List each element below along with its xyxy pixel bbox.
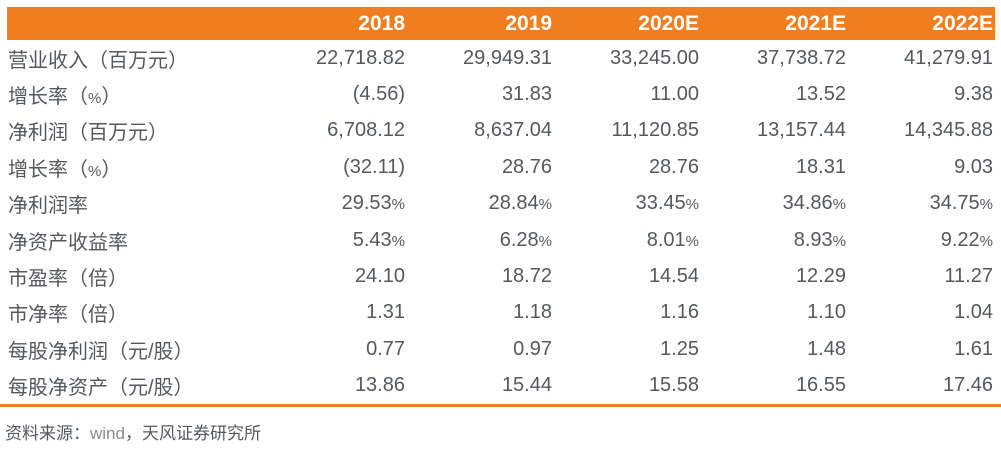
row-label: 增长率（%）: [8, 158, 122, 181]
table-cell: 5.43%: [352, 228, 405, 251]
table-row-net-margin: 净利润率 29.53% 28.84% 33.45% 34.86% 34.75%: [7, 186, 995, 222]
table-cell: 1.04: [954, 301, 993, 324]
table-cell: 0.97: [513, 337, 552, 360]
header-col-2019: 2019: [407, 7, 554, 40]
table-cell: 6,708.12: [327, 119, 405, 142]
table-cell: 37,738.72: [757, 46, 846, 69]
table-cell: 28.76: [648, 155, 699, 178]
table-cell: 8.93%: [793, 228, 846, 251]
table-cell: 24.10: [354, 265, 405, 288]
header-col-2018: 2018: [260, 7, 407, 40]
row-label: 市盈率（倍）: [8, 268, 128, 291]
row-label: 净资产收益率: [8, 231, 128, 254]
table-cell: 13.86: [354, 374, 405, 397]
table-cell: 18.31: [795, 155, 846, 178]
table-cell: 33,245.00: [610, 46, 699, 69]
table-header-row: 2018 2019 2020E 2021E 2022E: [7, 7, 995, 40]
table-cell: 1.16: [660, 301, 699, 324]
table-cell: 9.38: [954, 83, 993, 106]
table-cell: 34.75%: [929, 192, 993, 215]
table-cell: 33.45%: [635, 192, 699, 215]
table-row-profit-growth: 增长率（%） (32.11) 28.76 28.76 18.31 9.03: [7, 149, 995, 185]
header-empty-cell: [7, 7, 260, 40]
table-cell: 1.25: [660, 337, 699, 360]
source-institute: ，天风证券研究所: [124, 423, 261, 443]
table-cell: 0.77: [366, 337, 405, 360]
table-cell: 9.22%: [940, 228, 993, 251]
table-cell: 34.86%: [782, 192, 846, 215]
source-note: 资料来源：wind，天风证券研究所: [5, 423, 1001, 444]
table-bottom-rule: [0, 403, 1001, 407]
source-wind: wind: [90, 423, 125, 443]
table-cell: 29.53%: [341, 192, 405, 215]
table-cell: 41,279.91: [904, 46, 993, 69]
table-cell: 13,157.44: [757, 119, 846, 142]
table-cell: 9.03: [954, 155, 993, 178]
table-row-bvps: 每股净资产（元/股） 13.86 15.44 15.58 16.55 17.46: [7, 368, 995, 404]
row-label: 营业收入（百万元）: [8, 49, 188, 72]
table-cell: 31.83: [501, 83, 552, 106]
table-cell: 1.61: [954, 337, 993, 360]
table-cell: 17.46: [942, 374, 993, 397]
table-cell: 8,637.04: [474, 119, 552, 142]
table-cell: 13.52: [795, 83, 846, 106]
table-cell: 1.18: [513, 301, 552, 324]
table-cell: 16.55: [795, 374, 846, 397]
row-label: 净利润率: [8, 195, 88, 218]
report-table-sheet: 2018 2019 2020E 2021E 2022E 营业收入（百万元） 22…: [0, 7, 1001, 462]
row-label: 每股净利润（元/股）: [8, 340, 194, 363]
row-label: 增长率（%）: [8, 86, 122, 109]
table-cell: 28.84%: [488, 192, 552, 215]
table-cell: 8.01%: [646, 228, 699, 251]
table-cell: 1.10: [807, 301, 846, 324]
source-label: 资料来源：: [5, 423, 90, 443]
table-cell: 22,718.82: [316, 46, 405, 69]
table-row-eps: 每股净利润（元/股） 0.77 0.97 1.25 1.48 1.61: [7, 331, 995, 367]
table-cell: 11.27: [944, 265, 993, 288]
header-col-2020e: 2020E: [554, 7, 701, 40]
row-label: 每股净资产（元/股）: [8, 377, 194, 400]
table-cell: 1.31: [366, 301, 405, 324]
table-cell: 29,949.31: [463, 46, 552, 69]
table-cell: 14,345.88: [904, 119, 993, 142]
table-row-pb: 市净率（倍） 1.31 1.18 1.16 1.10 1.04: [7, 295, 995, 331]
table-cell: 11.00: [650, 83, 699, 106]
table-row-pe: 市盈率（倍） 24.10 18.72 14.54 12.29 11.27: [7, 258, 995, 294]
table-row-revenue: 营业收入（百万元） 22,718.82 29,949.31 33,245.00 …: [7, 40, 995, 76]
table-cell: 14.54: [648, 265, 699, 288]
header-col-2022e: 2022E: [848, 7, 995, 40]
financial-forecast-table: 2018 2019 2020E 2021E 2022E 营业收入（百万元） 22…: [7, 7, 995, 404]
table-row-net-profit: 净利润（百万元） 6,708.12 8,637.04 11,120.85 13,…: [7, 113, 995, 149]
table-row-roe: 净资产收益率 5.43% 6.28% 8.01% 8.93% 9.22%: [7, 222, 995, 258]
table-cell: (32.11): [343, 155, 405, 178]
table-cell: 11,120.85: [611, 119, 700, 142]
row-label: 净利润（百万元）: [8, 122, 168, 145]
table-cell: 15.58: [648, 374, 699, 397]
row-label: 市净率（倍）: [8, 304, 128, 327]
table-cell: 15.44: [501, 374, 552, 397]
table-cell: 1.48: [807, 337, 846, 360]
table-cell: 12.29: [795, 265, 846, 288]
table-cell: 6.28%: [499, 228, 552, 251]
table-cell: 18.72: [501, 265, 552, 288]
table-cell: 28.76: [501, 155, 552, 178]
table-row-revenue-growth: 增长率（%） (4.56) 31.83 11.00 13.52 9.38: [7, 76, 995, 112]
table-cell: (4.56): [352, 83, 405, 106]
header-col-2021e: 2021E: [701, 7, 848, 40]
